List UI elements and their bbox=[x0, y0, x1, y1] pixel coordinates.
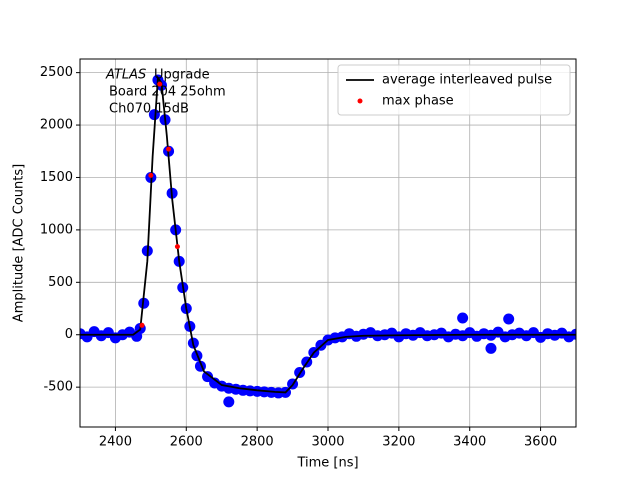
plot bbox=[80, 74, 576, 408]
x-tick-label: 3600 bbox=[524, 435, 557, 450]
y-tick-label: -500 bbox=[43, 380, 73, 395]
y-axis-label: Amplitude [ADC Counts] bbox=[12, 164, 27, 322]
x-tick-label: 2800 bbox=[241, 435, 274, 450]
x-tick-label: 3200 bbox=[382, 435, 415, 450]
legend-label: average interleaved pulse bbox=[382, 73, 552, 88]
x-tick-label: 2600 bbox=[170, 435, 203, 450]
point bbox=[174, 244, 180, 250]
plot-frame bbox=[79, 58, 577, 428]
y-tick-label: 1000 bbox=[40, 222, 73, 237]
point bbox=[148, 172, 154, 178]
point bbox=[202, 371, 214, 383]
legend-marker bbox=[357, 98, 363, 104]
point bbox=[503, 313, 515, 325]
point bbox=[166, 146, 172, 152]
y-tick-label: 500 bbox=[48, 275, 73, 290]
annotation: Upgrade bbox=[154, 68, 210, 83]
line bbox=[80, 75, 576, 394]
y-tick-label: 0 bbox=[65, 327, 73, 342]
annotation: ATLAS bbox=[105, 68, 146, 83]
legend-box bbox=[337, 64, 571, 116]
point bbox=[223, 396, 235, 408]
point bbox=[148, 109, 160, 121]
point bbox=[139, 322, 145, 328]
point bbox=[485, 342, 497, 354]
point bbox=[457, 312, 469, 324]
y-tick-label: 2500 bbox=[40, 65, 73, 80]
x-axis-label: Time [ns] bbox=[296, 456, 358, 471]
annotation: Ch070 15dB bbox=[109, 102, 189, 117]
x-tick-label: 3400 bbox=[453, 435, 486, 450]
x-tick-label: 3000 bbox=[311, 435, 344, 450]
point bbox=[157, 81, 163, 87]
y-tick-label: 1500 bbox=[40, 170, 73, 185]
y-tick-label: 2000 bbox=[40, 118, 73, 133]
x-tick-label: 2400 bbox=[99, 435, 132, 450]
annotation: Board 204 25ohm bbox=[109, 85, 226, 100]
legend-label: max phase bbox=[382, 94, 454, 109]
